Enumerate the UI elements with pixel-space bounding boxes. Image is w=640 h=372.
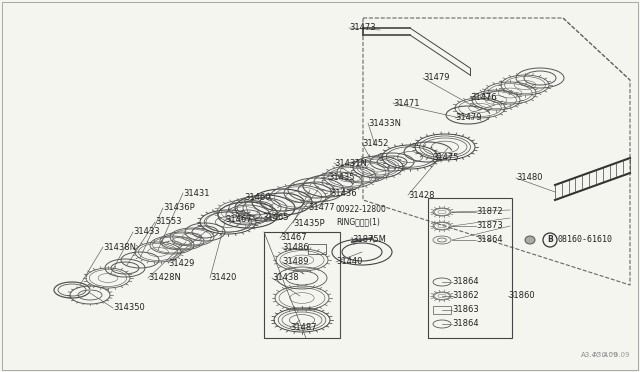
Text: 31872: 31872 [476,208,502,217]
Text: 31860: 31860 [508,292,534,301]
Text: A3.4^0.09: A3.4^0.09 [593,352,630,358]
Text: 31476: 31476 [470,93,497,103]
Text: 31477: 31477 [308,203,335,212]
Text: 31429: 31429 [168,259,195,267]
Text: 31471: 31471 [393,99,419,108]
Text: 31864: 31864 [452,320,479,328]
Text: 00922-12800: 00922-12800 [336,205,387,215]
Text: A3.4^0.09: A3.4^0.09 [580,352,618,358]
Text: 31489: 31489 [282,257,308,266]
Text: 31864: 31864 [476,235,502,244]
Text: 31486: 31486 [282,244,308,253]
Text: 31467: 31467 [280,234,307,243]
Text: 31428N: 31428N [148,273,181,282]
Text: 08160-61610: 08160-61610 [558,235,613,244]
Text: 31436: 31436 [330,189,356,198]
Bar [433,306,451,314]
Text: 31475: 31475 [432,154,458,163]
Bar [264,232,340,338]
Text: 31473: 31473 [349,23,376,32]
Text: 31875M: 31875M [352,235,386,244]
Text: 31487: 31487 [290,324,317,333]
Text: 31428: 31428 [408,190,435,199]
Text: 31460: 31460 [244,193,271,202]
Text: 31435: 31435 [328,173,355,183]
Text: 31438N: 31438N [103,243,136,251]
Text: 31479: 31479 [423,74,449,83]
Text: 31420: 31420 [210,273,236,282]
Text: 31436P: 31436P [163,203,195,212]
Text: 31435P: 31435P [293,218,324,228]
Text: 31467: 31467 [225,215,252,224]
Text: 31433: 31433 [133,228,159,237]
Bar [428,198,512,338]
Text: 31465: 31465 [262,214,289,222]
Text: 31438: 31438 [272,273,299,282]
Text: 31440: 31440 [336,257,362,266]
Text: B: B [547,235,553,244]
Text: 31431N: 31431N [334,158,367,167]
Text: 31864: 31864 [452,278,479,286]
Text: 31479: 31479 [455,113,481,122]
Text: 314350: 314350 [113,304,145,312]
Text: 31553: 31553 [155,218,182,227]
Text: 31433N: 31433N [368,119,401,128]
Text: 31480: 31480 [516,173,543,183]
Ellipse shape [525,236,535,244]
Text: 31873: 31873 [476,221,503,231]
Text: 31431: 31431 [183,189,209,198]
Text: 31452: 31452 [362,138,388,148]
Bar [308,244,326,254]
Text: 31862: 31862 [452,292,479,301]
Text: RINGリング(1): RINGリング(1) [336,218,380,227]
Text: 31863: 31863 [452,305,479,314]
